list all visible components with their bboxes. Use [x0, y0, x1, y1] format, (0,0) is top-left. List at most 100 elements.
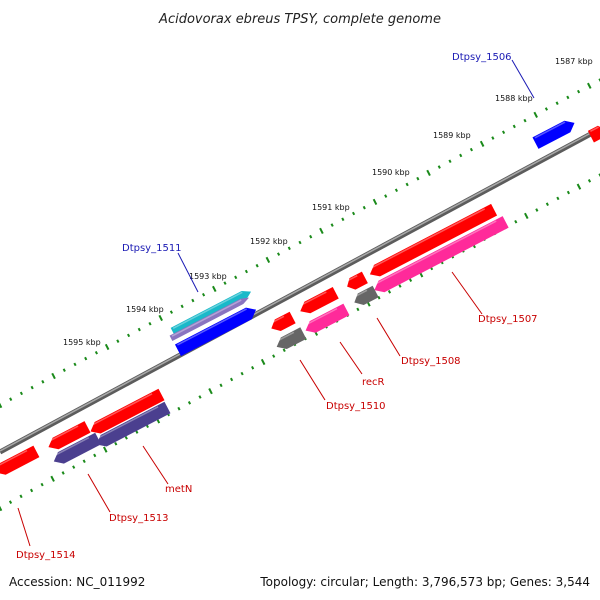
inner-track-tick: [177, 406, 181, 411]
outer-track-tick: [598, 78, 600, 82]
gene-dtpsy1507-body: [374, 216, 509, 293]
gene-edge-red-body: [587, 125, 600, 143]
gene-dtpsy1514-red-shine: [0, 449, 28, 468]
gene-dtpsy1513-shine: [52, 437, 90, 457]
gene-recR: [304, 303, 350, 333]
inner-track-tick: [251, 365, 255, 370]
outer-track-tick: [437, 165, 441, 169]
gene-recR-red-body: [300, 286, 339, 314]
outer-track-tick: [341, 217, 345, 222]
gene-label: recR: [362, 377, 385, 388]
outer-track-tick: [212, 285, 217, 293]
tick-label: 1589 kbp: [433, 131, 471, 140]
gene-dtpsy1506: [532, 120, 575, 149]
inner-track-tick: [514, 219, 518, 224]
inner-track-tick: [93, 453, 97, 458]
outer-track-tick: [394, 188, 399, 193]
gene-dtpsy1511-cyan-shine: [172, 291, 243, 329]
inner-track-tick: [398, 284, 402, 288]
outer-track-tick: [276, 252, 281, 256]
callout-line: [177, 252, 199, 293]
gene-dtpsy1513-body: [53, 432, 102, 464]
inner-track-tick: [545, 202, 549, 207]
gene-metN-red: [89, 388, 165, 434]
inner-track-tick: [187, 401, 192, 405]
outer-track-tick: [576, 89, 581, 94]
outer-track-tick: [201, 292, 206, 297]
outer-track-tick: [491, 136, 495, 140]
gene-dtpsy1508: [353, 285, 379, 305]
outer-track-tick: [501, 130, 506, 135]
outer-track-tick: [51, 372, 56, 380]
inner-track-tick: [282, 348, 286, 353]
gene-metN: [95, 401, 171, 447]
callout-line: [451, 271, 483, 315]
gene-dtpsy1511-shine: [177, 308, 247, 346]
outer-track-tick: [469, 147, 474, 152]
backbone-line: [0, 126, 600, 455]
gene-label: Dtpsy_1506: [452, 52, 512, 63]
outer-track-tick: [255, 263, 259, 268]
gene-dtpsy1506-body: [532, 120, 575, 149]
gene-dtpsy1507-red: [369, 203, 498, 277]
gene-dtpsy1508-body: [354, 285, 379, 305]
gene-dtpsy1507-red-shine: [369, 208, 486, 270]
gene-dtpsy1514-red-body: [0, 445, 40, 475]
inner-track-tick: [408, 278, 413, 282]
outer-track-tick: [94, 350, 99, 355]
gene-dtpsy1511-body: [174, 307, 257, 357]
inner-track-tick: [208, 388, 213, 395]
inner-track-tick: [8, 500, 13, 504]
inner-track-tick: [556, 196, 560, 201]
tick-label: 1594 kbp: [126, 305, 164, 314]
tick-label: 1593 kbp: [189, 272, 227, 281]
inner-track-tick: [30, 488, 34, 493]
callout-line: [339, 341, 363, 375]
inner-track-tick: [40, 482, 44, 487]
accession-text: Accession: NC_011992: [9, 575, 145, 589]
outer-track-tick: [479, 140, 485, 147]
outer-track-tick: [234, 275, 238, 280]
callout-line: [376, 317, 401, 357]
tick-label: 1595 kbp: [63, 338, 101, 347]
tick-label: 1590 kbp: [372, 168, 410, 177]
outer-track-tick: [523, 118, 527, 123]
gene-small-red-body: [347, 271, 368, 290]
callout-line: [17, 507, 31, 547]
inner-track-tick: [103, 446, 108, 453]
inner-track-tick: [124, 436, 128, 440]
gene-dtpsy1506-shine: [534, 121, 566, 139]
outer-track-tick: [459, 153, 463, 158]
outer-track-tick: [62, 368, 66, 372]
inner-track-tick: [240, 371, 244, 376]
gene-dtpsy1508-shine: [353, 289, 368, 298]
inner-track-tick: [50, 475, 55, 482]
inner-track-tick: [72, 465, 76, 469]
inner-track-tick: [0, 504, 3, 512]
gene-metN-body: [96, 401, 171, 447]
gene-dtpsy1510-red: [270, 311, 296, 331]
outer-track-tick: [298, 240, 302, 245]
outer-track-tick: [587, 82, 592, 89]
outer-track-tick: [191, 298, 195, 303]
gene-dtpsy1513: [52, 432, 102, 464]
gene-dtpsy1513-red-body: [48, 421, 91, 450]
inner-track-tick: [387, 290, 392, 294]
gene-metN-red-body: [90, 388, 165, 434]
callout-line: [142, 445, 169, 485]
gene-edge-red: [587, 125, 600, 143]
gene-recR-red-shine: [299, 291, 327, 307]
outer-track-tick: [405, 182, 409, 187]
outer-track-tick: [137, 327, 141, 332]
outer-track-tick: [533, 111, 538, 118]
tick-labels: 1587 kbp 1588 kbp 1589 kbp 1590 kbp 1591 kbp…: [63, 57, 593, 347]
outer-track-tick: [512, 124, 516, 129]
gene-label: Dtpsy_1510: [326, 401, 386, 412]
outer-track-tick: [30, 385, 34, 390]
gene-dtpsy1513-red-shine: [47, 425, 79, 443]
gene-dtpsy1511-stripe-shine: [171, 299, 242, 337]
outer-track-tick: [73, 362, 77, 367]
inner-track-tick: [219, 383, 223, 388]
tick-label: 1588 kbp: [495, 94, 533, 103]
